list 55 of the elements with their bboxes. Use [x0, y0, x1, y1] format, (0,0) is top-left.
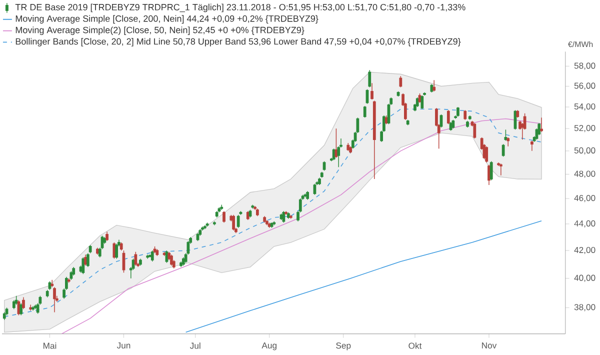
candlestick: [115, 244, 118, 260]
candlestick: [168, 252, 171, 261]
y-tick-label: 54,00: [574, 104, 596, 111]
x-tick-label: Jun: [116, 342, 130, 349]
candlestick: [222, 210, 226, 224]
x-tick-label: Nov: [482, 342, 497, 349]
x-tick-label: Mai: [44, 342, 56, 349]
y-tick-label: 50,00: [574, 148, 596, 155]
y-tick-label: 52,00: [574, 125, 596, 132]
candlestick: [466, 120, 469, 128]
y-tick-label: 40,00: [574, 274, 596, 282]
candlestick: [499, 163, 502, 176]
legend-label: Moving Average Simple(2) [Close, 50, Nein] 52,45 +0 +0% {TRDEBYZ9}: [16, 26, 304, 36]
candlestick: [20, 302, 23, 316]
candlestick: [180, 261, 182, 268]
candlestick: [485, 146, 488, 163]
candlestick: [170, 254, 173, 266]
candlestick: [182, 257, 185, 266]
candlestick: [201, 226, 204, 231]
y-tick-label: 58,00: [574, 62, 596, 70]
legend-label: Moving Average Simple [Close, 200, Nein] 44,24 +0,09 +0,2% {TRDEBYZ9}: [16, 15, 318, 24]
candlestick: [203, 225, 206, 230]
line-series: [185, 220, 542, 333]
y-tick-label: 42,00: [574, 247, 596, 254]
candlestick: [263, 216, 266, 224]
candlestick: [32, 306, 34, 312]
candlestick: [150, 250, 154, 262]
candlestick: [468, 115, 472, 120]
candlestick: [86, 252, 90, 268]
y-tick-label: 48,00: [574, 170, 596, 178]
legend-label: Bollinger Bands [Close, 20, 2] Mid Line 50,78 Upper Band 53,96 Lower Band 47,59 +0,04 +0,07% {TRDEBYZ9}: [16, 38, 461, 47]
candlestick: [530, 140, 534, 152]
y-tick-label: 38,00: [574, 304, 596, 312]
candlestick: [306, 190, 309, 200]
candlestick: [506, 137, 510, 147]
x-tick-label: Jul: [190, 342, 200, 349]
y-tick-label: 46,00: [574, 195, 596, 202]
candlestick: [232, 214, 235, 231]
legend-label: TR DE Base 2019 [TRDEBYZ9 TRDPRC_1 Täglich] 23.11.2018 - O:51,95 H:53,00 L:51,70 C:51,80 -0,70 -1,33%: [15, 4, 466, 12]
x-tick-label: Okt: [408, 342, 422, 349]
candlestick: [53, 286, 56, 313]
candlestick: [372, 100, 376, 180]
line-series: [4, 108, 542, 318]
x-tick-label: Sep: [336, 342, 351, 350]
candlestick: [12, 300, 16, 310]
y-tick-label: 44,00: [574, 220, 596, 228]
candlestick: [106, 232, 108, 242]
x-tick-label: Aug: [262, 342, 276, 350]
line-series: [61, 118, 542, 334]
candlestick: [139, 258, 142, 266]
candlestick: [432, 80, 436, 92]
candlestick: [72, 266, 76, 276]
y-tick-label: 56,00: [574, 82, 596, 90]
candlestick: [540, 117, 543, 132]
candlestick: [22, 297, 25, 310]
